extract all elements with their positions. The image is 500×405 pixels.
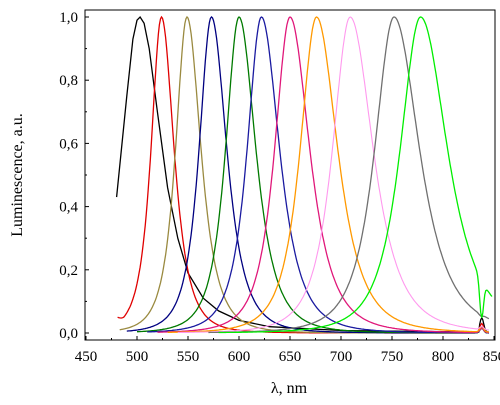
x-tick-label: 500: [126, 349, 149, 365]
series-line-10: [208, 16, 490, 334]
series-line-1: [115, 15, 489, 333]
x-tick-label: 850: [483, 349, 500, 365]
y-tick-label: 1,0: [59, 10, 78, 26]
x-tick-label: 800: [432, 349, 455, 365]
x-tick-label: 550: [177, 349, 200, 365]
series-line-8: [167, 16, 489, 333]
y-axis-title: Luminescence, a.u.: [9, 113, 26, 237]
y-tick-label: 0,6: [59, 136, 78, 152]
series-line-9: [177, 16, 489, 334]
y-axis: 0,0 0,2 0,4 0,6 0,8 1,0: [59, 10, 89, 342]
series-layer: [115, 15, 493, 334]
x-tick-label: 750: [381, 349, 404, 365]
x-tick-label: 600: [228, 349, 251, 365]
x-tick-label: 650: [279, 349, 302, 365]
x-axis-title: λ, nm: [271, 380, 308, 397]
x-tick-label: 700: [330, 349, 353, 365]
series-line-11: [218, 16, 493, 334]
y-tick-label: 0,0: [59, 326, 78, 342]
y-tick-label: 0,8: [59, 73, 78, 89]
y-tick-label: 0,2: [59, 263, 78, 279]
series-line-6: [147, 16, 489, 334]
y-tick-label: 0,4: [59, 200, 78, 216]
x-tick-label: 450: [75, 349, 98, 365]
series-line-7: [157, 16, 489, 334]
x-axis: 450 500 550 600 650 700 750 800 850: [75, 336, 500, 365]
